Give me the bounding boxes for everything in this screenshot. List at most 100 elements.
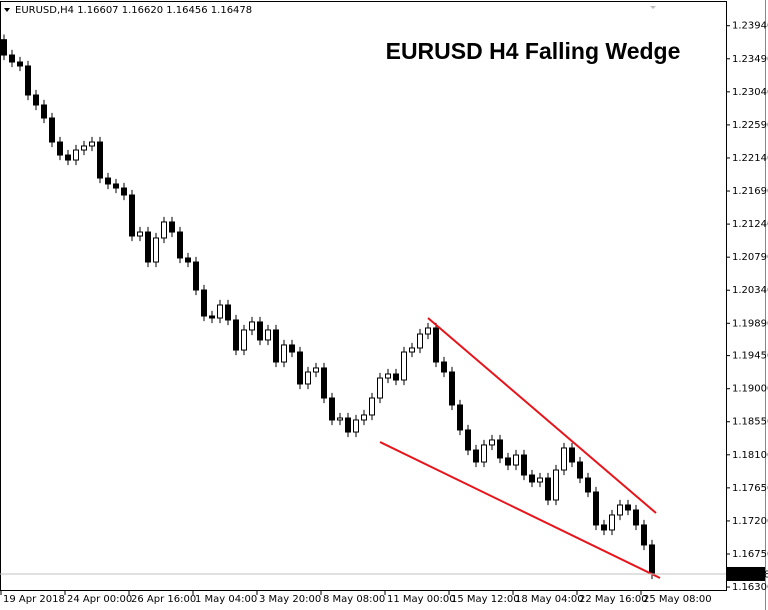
candle-body [49,117,55,143]
candle-body [497,439,503,459]
candle-body [113,183,119,189]
candle-body [609,514,615,531]
candle-body [345,417,351,433]
candle-body [417,333,423,349]
candle-body [601,524,607,531]
y-tick-label: 1.22590 [732,120,768,131]
x-tick-label: 8 May 08:00 [323,594,385,605]
candle-body [521,454,527,476]
y-tick-label: 1.21240 [732,219,768,230]
candle-body [249,321,255,331]
candle-body [257,321,263,341]
x-tick-label: 3 May 20:00 [259,594,321,605]
header-arrow [4,8,10,12]
candle-body [577,461,583,479]
candle-body [281,344,287,363]
x-tick-label: 25 May 08:00 [643,594,712,605]
current-price-box [726,566,765,581]
y-tick-label: 1.16300 [732,582,768,593]
x-tick-label: 26 Apr 16:00 [131,594,196,605]
x-tick-label: 19 Apr 2018 [3,594,65,605]
x-tick-label: 24 Apr 00:00 [67,594,132,605]
candle-body [129,194,135,237]
candle-body [353,419,359,433]
candle-body [121,187,127,196]
candle-body [433,327,439,363]
y-tick-label: 1.18550 [732,417,768,428]
candle-body [593,491,599,526]
candle-body [105,177,111,185]
chart-title: EURUSD H4 Falling Wedge [386,38,681,64]
candle-body [145,231,151,263]
candle-body [289,344,295,353]
candle-body [313,367,319,373]
trend-line [379,441,661,579]
candle-body [377,377,383,399]
candle-body [465,429,471,451]
candle-body [1,39,7,56]
candle-body [561,447,567,471]
candle-body [153,237,159,263]
candle-body [449,371,455,406]
candle-body [641,524,647,546]
candle-body [537,477,543,483]
y-tick-label: 1.17200 [732,516,768,527]
candle-body [41,104,47,119]
candle-body [217,304,223,319]
candle-body [625,504,631,511]
y-tick-label: 1.20340 [732,285,768,296]
y-tick-label: 1.21690 [732,186,768,197]
candle-body [233,319,239,351]
candle-body [617,504,623,516]
candle-body [553,469,559,501]
candle-body [305,371,311,385]
candle-body [17,61,23,67]
candle-body [73,149,79,161]
candle-body [193,261,199,291]
y-tick-label: 1.19890 [732,318,768,329]
plot-frame [0,1,727,591]
x-tick-label: 11 May 00:00 [387,594,456,605]
candle-body [505,457,511,466]
candle-body [97,141,103,179]
candle-body [385,373,391,379]
y-tick-label: 1.23490 [732,54,768,65]
candle-body [297,351,303,385]
candle-body [65,154,71,161]
candle-body [401,351,407,381]
trend-line [427,317,657,514]
candle-body [545,477,551,501]
candle-body [329,397,335,421]
chart-header: EURUSD,H4 1.16607 1.16620 1.16456 1.1647… [15,5,252,16]
candle-body [57,141,63,156]
candle-body [177,231,183,259]
candle-body [441,361,447,373]
y-tick-label: 1.17650 [732,483,768,494]
candle-body [529,474,535,483]
x-tick-label: 22 May 16:00 [579,594,648,605]
x-tick-label: 15 May 12:00 [451,594,520,605]
candle-body [393,373,399,381]
candle-body [649,544,655,575]
scroll-arrow [650,6,656,9]
candle-body [25,65,31,96]
candle-body [265,329,271,341]
candle-body [9,54,15,63]
candle-body [273,329,279,363]
candle-body [489,439,495,446]
current-price-label: 1.16478 [729,569,768,580]
y-tick-label: 1.19450 [732,351,768,362]
candle-body [409,347,415,353]
candle-body [81,145,87,151]
x-tick-label: 1 May 04:00 [195,594,257,605]
candle-body [425,327,431,335]
candle-body [481,444,487,463]
y-tick-label: 1.22140 [732,153,768,164]
candle-body [209,315,215,319]
candle-body [225,304,231,321]
candle-body [33,94,39,106]
candle-body [513,454,519,466]
